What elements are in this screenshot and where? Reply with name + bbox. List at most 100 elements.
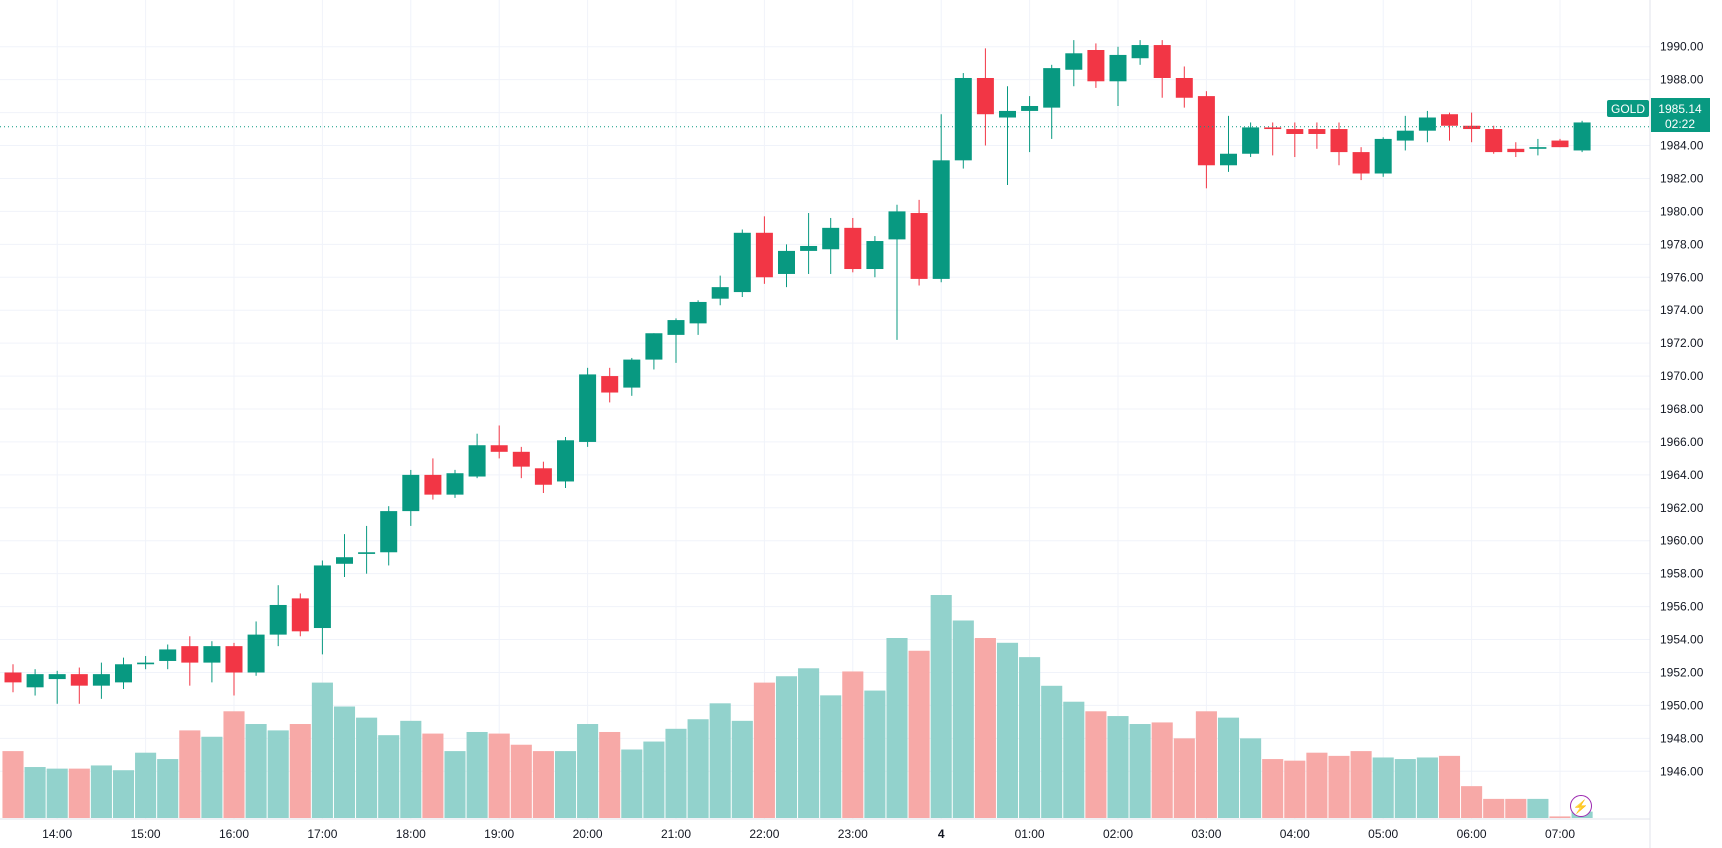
volume-bar: [621, 749, 643, 818]
time-tick-label: 15:00: [131, 827, 161, 841]
candle-body: [1418, 117, 1436, 131]
candle-body: [1551, 140, 1569, 148]
price-tick-label: 1976.00: [1660, 270, 1704, 284]
candle-body: [866, 241, 884, 270]
volume-bar: [1240, 738, 1262, 818]
candle-body: [534, 468, 552, 485]
volume-bar: [908, 650, 930, 818]
volume-bar: [1350, 751, 1372, 818]
candle-body: [711, 287, 729, 299]
candle-body: [203, 646, 221, 663]
volume-bar: [1019, 657, 1041, 818]
volume-bar: [643, 741, 665, 818]
price-tick-label: 1962.00: [1660, 501, 1704, 515]
candle-body: [1507, 148, 1525, 153]
time-tick-label: 07:00: [1545, 827, 1575, 841]
price-tick-label: 1954.00: [1660, 633, 1704, 647]
candle-body: [800, 245, 818, 251]
candle-body: [976, 77, 994, 115]
alert-lightning-icon[interactable]: ⚡: [1570, 795, 1592, 817]
candle-body: [557, 440, 574, 482]
volume-bar: [488, 733, 510, 818]
volume-bar: [1107, 716, 1129, 818]
time-tick-label: 16:00: [219, 827, 249, 841]
candle-body: [313, 565, 331, 629]
candle-body: [1441, 114, 1458, 126]
symbol-badge: GOLD: [1607, 100, 1649, 117]
price-tick-label: 1958.00: [1660, 567, 1704, 581]
candle-body: [181, 646, 199, 663]
candle-body: [1485, 129, 1503, 153]
time-tick-label: 23:00: [838, 827, 868, 841]
candle-body: [999, 110, 1016, 118]
volume-bar: [1328, 755, 1350, 818]
candle-body: [1220, 153, 1237, 166]
candle-body: [932, 160, 950, 279]
price-axis[interactable]: 1946.00 1948.00 1950.00 1952.00 1954.00 1956.…: [1660, 40, 1704, 779]
candle-body: [424, 474, 442, 495]
volume-bar: [599, 731, 621, 818]
time-tick-label: 01:00: [1015, 827, 1045, 841]
candle-body: [778, 250, 795, 274]
price-tick-label: 1948.00: [1660, 731, 1704, 745]
volume-bar: [289, 724, 311, 818]
candle-body: [1308, 129, 1326, 134]
time-tick-label: 14:00: [42, 827, 72, 841]
volume-bar: [1085, 711, 1107, 818]
candle-body: [468, 445, 486, 477]
candle-body: [623, 359, 641, 388]
candle-body: [1286, 129, 1304, 134]
volume-bar: [68, 768, 90, 818]
volume-bar: [245, 724, 267, 818]
volume-bar: [775, 676, 798, 818]
volume-bar: [864, 690, 886, 818]
candle-body: [269, 604, 287, 635]
candle-body: [512, 451, 530, 467]
time-tick-label: 18:00: [396, 827, 426, 841]
candle-body: [1529, 147, 1547, 149]
volume-bar: [1372, 757, 1394, 818]
time-tick-label: 06:00: [1457, 827, 1487, 841]
price-badge: 1985.14 02:22: [1651, 98, 1710, 132]
candle-body: [48, 674, 66, 680]
candle-body: [291, 598, 309, 632]
time-tick-label: 21:00: [661, 827, 691, 841]
price-tick-label: 1984.00: [1660, 139, 1704, 153]
time-tick-label: 04:00: [1280, 827, 1310, 841]
price-tick-label: 1946.00: [1660, 764, 1704, 778]
candle-body: [1264, 127, 1282, 130]
candle-body: [70, 674, 88, 686]
countdown-label: 02:22: [1665, 117, 1695, 131]
candle-body: [159, 649, 177, 661]
time-tick-label: 20:00: [573, 827, 603, 841]
candle-body: [1087, 49, 1105, 82]
volume-bar: [112, 770, 135, 818]
candle-body: [1242, 127, 1260, 154]
candle-body: [1573, 122, 1591, 151]
volume-bar: [731, 720, 753, 818]
volume-bar: [1129, 724, 1151, 818]
time-tick-label: 05:00: [1368, 827, 1398, 841]
price-tick-label: 1964.00: [1660, 468, 1704, 482]
price-tick-label: 1966.00: [1660, 435, 1704, 449]
volume-bar: [1284, 760, 1306, 818]
volume-bar: [886, 638, 908, 818]
volume-bar: [46, 768, 68, 818]
symbol-label: GOLD: [1611, 102, 1645, 116]
candle-body: [1021, 105, 1039, 111]
volume-bar: [532, 751, 554, 818]
time-axis[interactable]: 14:00 15:00 16:00 17:00 18:00 19:00 20:00 21:00…: [42, 827, 1575, 841]
candle-body: [844, 227, 862, 270]
volume-bar: [577, 724, 599, 818]
volume-bar: [820, 695, 842, 818]
candle-body: [1197, 96, 1215, 166]
volume-layer: [2, 595, 1593, 818]
candle-body: [579, 374, 597, 442]
volume-bar: [709, 703, 731, 818]
candle-body: [490, 445, 508, 452]
volume-bar: [996, 642, 1019, 818]
volume-bar: [1394, 759, 1416, 818]
candle-body: [1330, 129, 1348, 153]
candle-body: [336, 557, 353, 564]
